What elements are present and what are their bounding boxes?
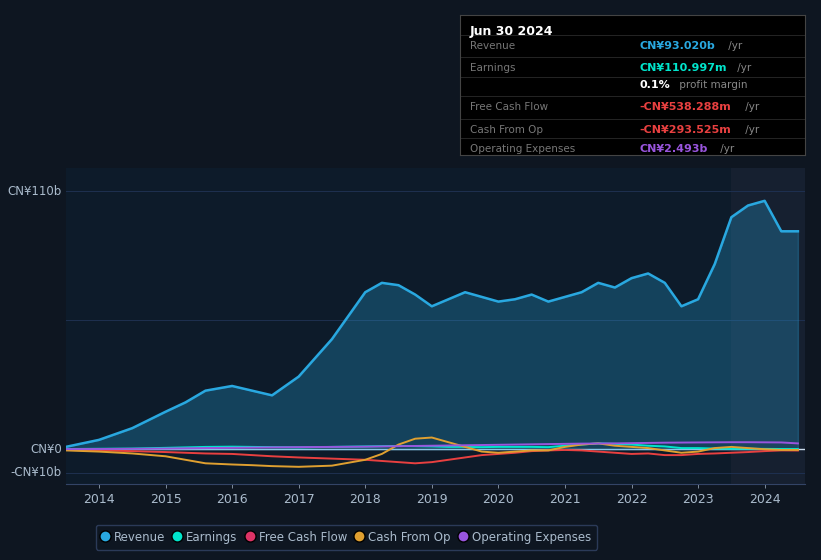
Text: Cash From Op: Cash From Op bbox=[470, 125, 544, 135]
Text: /yr: /yr bbox=[742, 125, 759, 135]
Text: CN¥0: CN¥0 bbox=[30, 443, 62, 456]
Text: Earnings: Earnings bbox=[470, 63, 516, 73]
Text: -CN¥10b: -CN¥10b bbox=[11, 466, 62, 479]
Text: CN¥2.493b: CN¥2.493b bbox=[640, 144, 708, 155]
Text: Revenue: Revenue bbox=[470, 41, 516, 51]
Text: Jun 30 2024: Jun 30 2024 bbox=[470, 25, 553, 38]
Text: /yr: /yr bbox=[742, 102, 759, 113]
Text: CN¥110b: CN¥110b bbox=[7, 185, 62, 198]
Text: /yr: /yr bbox=[726, 41, 743, 51]
Legend: Revenue, Earnings, Free Cash Flow, Cash From Op, Operating Expenses: Revenue, Earnings, Free Cash Flow, Cash … bbox=[96, 525, 597, 550]
Text: -CN¥538.288m: -CN¥538.288m bbox=[640, 102, 731, 113]
Text: 0.1%: 0.1% bbox=[640, 80, 670, 90]
Text: CN¥93.020b: CN¥93.020b bbox=[640, 41, 715, 51]
Text: Operating Expenses: Operating Expenses bbox=[470, 144, 576, 155]
Text: /yr: /yr bbox=[717, 144, 734, 155]
Text: -CN¥293.525m: -CN¥293.525m bbox=[640, 125, 731, 135]
Bar bbox=[732, 168, 805, 484]
Text: CN¥110.997m: CN¥110.997m bbox=[640, 63, 727, 73]
Text: profit margin: profit margin bbox=[676, 80, 747, 90]
Text: /yr: /yr bbox=[734, 63, 751, 73]
Text: Free Cash Flow: Free Cash Flow bbox=[470, 102, 548, 113]
